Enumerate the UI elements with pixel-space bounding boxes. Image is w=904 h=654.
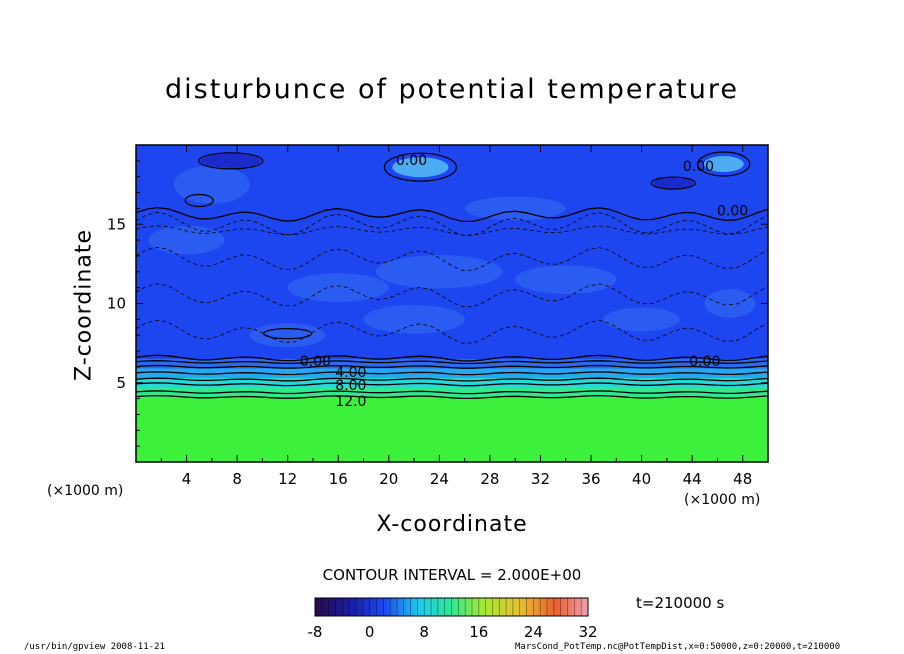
field-patch	[464, 196, 566, 221]
contour-line	[136, 377, 768, 382]
field-transition-band	[136, 358, 768, 369]
contour-line	[136, 246, 768, 271]
colorbar-tick-label: 24	[524, 623, 543, 641]
field-patch	[173, 165, 250, 204]
y-tick-label: 5	[116, 374, 126, 392]
x-tick-label: 24	[430, 470, 449, 488]
contour-label: 8.00	[335, 378, 366, 394]
contour-line	[136, 394, 768, 400]
contour-closed	[697, 151, 751, 177]
contour-label: 0.00	[689, 354, 720, 370]
contour-line	[136, 283, 768, 308]
field-patch	[704, 289, 756, 318]
time-label: t=210000 s	[636, 594, 725, 612]
field-patch	[603, 307, 680, 332]
x-tick-label: 32	[531, 470, 550, 488]
x-tick-label: 4	[182, 470, 192, 488]
x-tick-label: 8	[232, 470, 242, 488]
field-patch	[200, 153, 261, 168]
field-patch	[392, 157, 449, 178]
x-tick-label: 12	[278, 470, 297, 488]
field-patch	[376, 255, 503, 289]
field-patch	[287, 273, 389, 302]
colorbar-tick-label: 0	[365, 623, 375, 641]
colorbar-tick-label: 8	[419, 623, 429, 641]
contour-closed	[383, 152, 457, 182]
chart-title: disturbunce of potential temperature	[165, 74, 739, 105]
contour-label: 0.00	[300, 354, 331, 370]
x-axis-label: X-coordinate	[376, 512, 528, 537]
colorbar-tick-label: -8	[308, 623, 323, 641]
x-tick-label: 36	[581, 470, 600, 488]
y-tick-label: 15	[107, 215, 126, 233]
footer-right: MarsCond_PotTemp.nc@PotTempDist,x=0:5000…	[515, 642, 841, 652]
contour-line	[136, 382, 768, 387]
x-unit-left: (×1000 m)	[47, 483, 124, 499]
contour-closed	[184, 193, 214, 208]
contour-line	[136, 225, 768, 236]
field-patch	[249, 323, 326, 348]
contour-line	[136, 360, 768, 365]
contour-closed	[650, 176, 696, 190]
contour-line	[136, 364, 768, 369]
contour-label: 4.00	[335, 365, 366, 381]
contour-line	[136, 211, 768, 236]
colorbar-tick-label: 16	[469, 623, 488, 641]
x-tick-label: 44	[683, 470, 702, 488]
contour-interval: CONTOUR INTERVAL = 2.000E+00	[322, 566, 582, 584]
colorbar-tick-label: 32	[578, 623, 597, 641]
y-axis-label: Z-coordinate	[71, 229, 97, 381]
field-patch	[515, 265, 617, 294]
contour-line	[136, 319, 768, 344]
field-patch	[653, 177, 694, 190]
y-tick-label: 10	[107, 295, 126, 313]
contour-line	[136, 206, 768, 223]
contour-line	[136, 354, 768, 362]
x-tick-label: 48	[733, 470, 752, 488]
x-tick-label: 40	[632, 470, 651, 488]
contour-line	[136, 390, 768, 395]
footer-left: /usr/bin/gpview 2008-11-21	[24, 642, 165, 652]
field-patch	[148, 225, 225, 255]
contour-line	[136, 371, 768, 376]
field-transition-band	[136, 377, 768, 389]
x-tick-label: 16	[329, 470, 348, 488]
field-patch	[363, 305, 465, 334]
contour-label: 12.0	[335, 394, 366, 410]
contour-closed	[263, 328, 313, 340]
contour-closed	[198, 152, 264, 170]
x-unit-right: (×1000 m)	[684, 492, 761, 508]
contour-label: 0.00	[396, 153, 427, 169]
x-tick-label: 20	[379, 470, 398, 488]
contour-label: 0.00	[717, 204, 748, 220]
contour-label: 0.00	[683, 159, 714, 175]
field-patch	[703, 156, 744, 173]
x-tick-label: 28	[480, 470, 499, 488]
